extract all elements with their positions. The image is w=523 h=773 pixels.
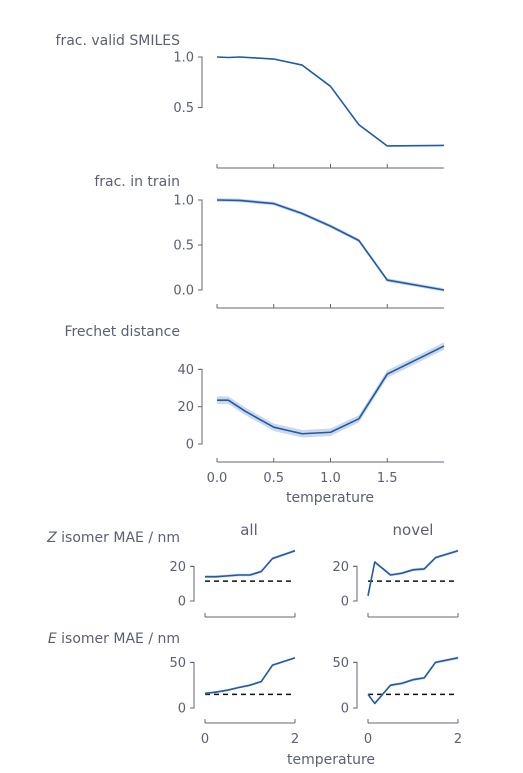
- uncertainty-band-e-novel-0: [368, 656, 458, 705]
- panel-in-train: frac. in train 0.0 0.5 1.0: [94, 174, 445, 309]
- ylabel-z-prefix: Z: [46, 530, 57, 546]
- y-axis-e-novel: [354, 661, 358, 709]
- x-tick-label-e-all-0: 0: [201, 732, 209, 747]
- ylabel-z-mae: Z isomer MAE / nm: [46, 530, 180, 546]
- x-tick-label-frechet-3: 1.5: [377, 471, 398, 486]
- y-axis-z-all: [191, 565, 195, 602]
- title-novel: novel: [393, 521, 434, 539]
- series-line-e-all-0: [204, 657, 296, 695]
- y-tick-label-frechet-0: 0: [186, 438, 194, 453]
- y-axis-valid-smiles: [199, 56, 203, 109]
- y-tick-label-in-train-0: 0.0: [173, 284, 194, 299]
- panel-z-mae-novel: novel 0 20: [332, 521, 459, 618]
- ylabel-in-train: frac. in train: [94, 174, 180, 190]
- uncertainty-band-z-novel-0: [368, 549, 458, 598]
- y-tick-label-e-novel-1: 50: [332, 656, 349, 671]
- y-tick-label-valid-smiles-1: 1.0: [173, 51, 194, 66]
- uncertainty-band-in-train-0: [217, 198, 444, 292]
- title-all: all: [240, 521, 258, 539]
- y-tick-label-z-novel-0: 0: [341, 595, 349, 610]
- xlabel-temperature-bottom: temperature: [287, 752, 375, 768]
- series-line-e-novel-0: [367, 657, 459, 705]
- xlabel-temperature-top: temperature: [286, 490, 374, 506]
- ylabel-valid-smiles: frac. valid SMILES: [56, 33, 181, 49]
- series-line-z-all-0: [205, 549, 296, 578]
- y-tick-label-in-train-1: 0.5: [173, 239, 194, 254]
- y-axis-z-novel: [354, 565, 358, 602]
- x-tick-label-frechet-1: 0.5: [263, 471, 284, 486]
- y-tick-label-e-all-1: 50: [169, 656, 186, 671]
- ylabel-e-mae: E isomer MAE / nm: [48, 631, 180, 647]
- x-tick-label-e-novel-0: 0: [364, 732, 372, 747]
- y-tick-label-frechet-1: 20: [177, 400, 194, 415]
- panel-e-mae-all: E isomer MAE / nm temperature 0 50 0 2: [48, 631, 375, 768]
- panel-e-mae-novel: 0 50 0 2: [332, 656, 462, 747]
- panel-z-mae-all: all Z isomer MAE / nm 0 20: [46, 521, 296, 618]
- y-tick-label-z-novel-1: 20: [332, 560, 349, 575]
- ylabel-frechet-distance: Frechet distance: [64, 324, 180, 340]
- panel-valid-smiles: frac. valid SMILES 0.5 1.0: [56, 33, 445, 169]
- y-tick-label-e-all-0: 0: [178, 702, 186, 717]
- x-tick-label-e-all-1: 2: [291, 732, 299, 747]
- y-tick-label-in-train-2: 1.0: [173, 194, 194, 209]
- x-tick-label-frechet-2: 1.0: [320, 471, 341, 486]
- x-tick-label-e-novel-1: 2: [454, 732, 462, 747]
- y-tick-label-e-novel-0: 0: [341, 702, 349, 717]
- y-axis-e-all: [191, 661, 195, 709]
- series-line-in-train-0: [216, 199, 445, 291]
- series-line-z-novel-0: [367, 549, 459, 596]
- y-tick-label-frechet-2: 40: [177, 363, 194, 378]
- panel-frechet-distance: Frechet distance temperature 0 20 40 0.0 0.5…: [64, 324, 445, 506]
- series-line-frechet-0: [217, 345, 445, 435]
- ylabel-z-text: isomer MAE / nm: [61, 530, 180, 546]
- x-tick-label-frechet-0: 0.0: [207, 471, 228, 486]
- y-tick-label-valid-smiles-0: 0.5: [173, 101, 194, 116]
- ylabel-e-text: isomer MAE / nm: [61, 631, 180, 647]
- uncertainty-band-frechet-0: [217, 342, 444, 438]
- y-tick-label-z-all-1: 20: [169, 560, 186, 575]
- uncertainty-band-z-all-0: [205, 549, 295, 579]
- series-line-valid-smiles-0: [216, 56, 445, 147]
- ylabel-e-prefix: E: [48, 631, 57, 647]
- y-tick-label-z-all-0: 0: [178, 595, 186, 610]
